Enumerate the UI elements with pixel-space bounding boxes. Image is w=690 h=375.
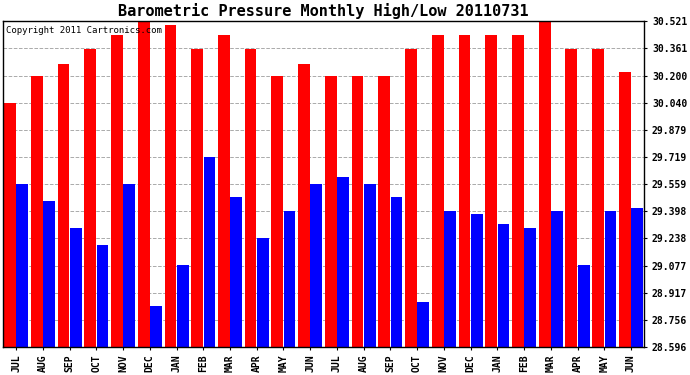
Bar	[138, 21, 150, 347]
Bar	[4, 103, 16, 347]
Bar	[364, 184, 375, 347]
Bar	[43, 201, 55, 347]
Bar	[84, 49, 96, 347]
Bar	[57, 64, 69, 347]
Bar	[444, 211, 456, 347]
Bar	[164, 25, 176, 347]
Bar	[485, 35, 497, 347]
Bar	[471, 214, 482, 347]
Bar	[245, 49, 257, 347]
Bar	[124, 184, 135, 347]
Bar	[378, 76, 390, 347]
Bar	[111, 35, 123, 347]
Text: Copyright 2011 Cartronics.com: Copyright 2011 Cartronics.com	[6, 26, 162, 35]
Bar	[352, 76, 364, 347]
Bar	[325, 76, 337, 347]
Bar	[551, 211, 563, 347]
Bar	[204, 157, 215, 347]
Bar	[70, 228, 81, 347]
Bar	[31, 76, 43, 347]
Bar	[539, 21, 551, 347]
Bar	[524, 228, 536, 347]
Bar	[97, 245, 108, 347]
Bar	[432, 35, 444, 347]
Bar	[592, 49, 604, 347]
Title: Barometric Pressure Monthly High/Low 20110731: Barometric Pressure Monthly High/Low 201…	[118, 3, 529, 19]
Bar	[459, 35, 471, 347]
Bar	[619, 72, 631, 347]
Bar	[191, 49, 203, 347]
Bar	[218, 35, 230, 347]
Bar	[566, 49, 578, 347]
Bar	[391, 197, 402, 347]
Bar	[17, 184, 28, 347]
Bar	[298, 64, 310, 347]
Bar	[631, 208, 643, 347]
Bar	[257, 238, 269, 347]
Bar	[604, 211, 616, 347]
Bar	[150, 306, 162, 347]
Bar	[417, 302, 429, 347]
Bar	[512, 35, 524, 347]
Bar	[271, 76, 283, 347]
Bar	[337, 177, 349, 347]
Bar	[578, 265, 589, 347]
Bar	[230, 197, 242, 347]
Bar	[284, 211, 295, 347]
Bar	[310, 184, 322, 347]
Bar	[405, 49, 417, 347]
Bar	[177, 265, 188, 347]
Bar	[497, 225, 509, 347]
